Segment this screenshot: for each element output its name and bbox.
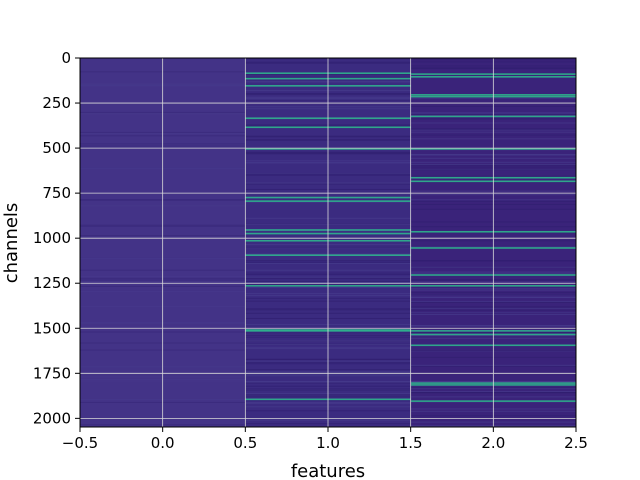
x-tick-label: 0.5 [233, 434, 257, 452]
y-tick-label: 0 [61, 49, 71, 67]
y-axis-label: channels [1, 203, 22, 284]
y-tick-label: 500 [42, 139, 71, 157]
x-tick-label: 2.5 [564, 434, 588, 452]
x-tick-label: 2.0 [481, 434, 505, 452]
y-axis: 0 250 500 750 1000 1250 1500 1750 2000 [33, 49, 80, 427]
x-axis-label: features [291, 461, 365, 480]
y-tick-label: 750 [42, 184, 71, 202]
y-tick-label: 1500 [33, 319, 71, 337]
y-tick-label: 250 [42, 94, 71, 112]
x-axis: −0.5 0.0 0.5 1.0 1.5 2.0 2.5 [62, 427, 588, 452]
x-tick-label: −0.5 [62, 434, 98, 452]
y-tick-label: 1250 [33, 274, 71, 292]
x-tick-label: 0.0 [151, 434, 175, 452]
y-tick-label: 2000 [33, 409, 71, 427]
x-tick-label: 1.5 [399, 434, 423, 452]
y-tick-label: 1750 [33, 364, 71, 382]
x-tick-label: 1.0 [316, 434, 340, 452]
y-tick-label: 1000 [33, 229, 71, 247]
